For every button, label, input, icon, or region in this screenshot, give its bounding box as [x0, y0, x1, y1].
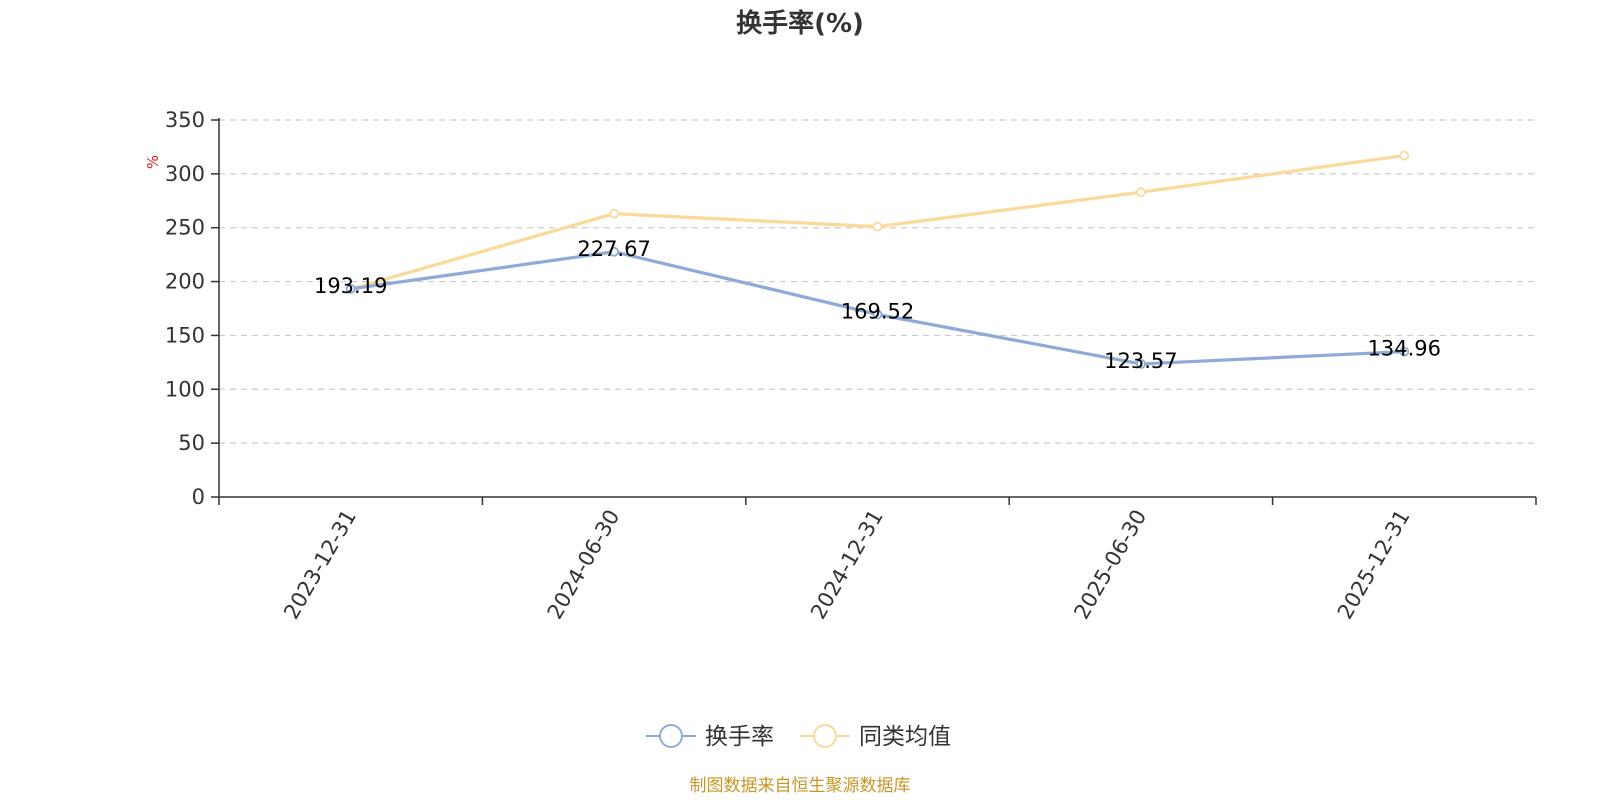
source-note: 制图数据来自恒生聚源数据库	[690, 776, 911, 796]
x-tick-label: 2025-12-31	[1333, 506, 1415, 624]
chart-title: 换手率(%)	[736, 8, 864, 39]
legend-label: 换手率	[705, 724, 774, 750]
legend-label: 同类均值	[859, 724, 951, 750]
data-label: 123.57	[1104, 349, 1177, 373]
x-tick-label: 2024-06-30	[543, 506, 625, 624]
y-tick-label: 50	[178, 431, 205, 455]
data-label: 227.67	[577, 237, 650, 261]
data-point	[1136, 358, 1146, 369]
data-point	[872, 221, 883, 232]
x-tick-label: 2024-12-31	[806, 506, 888, 624]
y-tick-label: 100	[165, 377, 205, 401]
data-point	[609, 246, 619, 257]
series-lines	[345, 150, 1410, 369]
data-labels: 193.19 227.67 169.52 123.57 134.96	[314, 237, 1441, 373]
data-point	[345, 284, 356, 294]
y-axis-ticks: 0 50 100 150 200 250 300 350	[165, 108, 219, 509]
data-point	[609, 208, 619, 219]
data-point	[1399, 150, 1410, 161]
y-tick-label: 300	[165, 162, 205, 186]
legend-item[interactable]: 换手率	[646, 724, 774, 750]
data-point	[872, 309, 883, 320]
legend-marker-icon	[659, 724, 683, 748]
axes	[218, 118, 1536, 498]
legend-marker-icon	[813, 724, 837, 748]
y-axis-unit-label: %	[144, 155, 162, 169]
y-tick-label: 150	[165, 323, 205, 347]
x-tick-label: 2023-12-31	[279, 506, 361, 624]
gridlines	[219, 119, 1536, 444]
y-tick-label: 350	[165, 108, 205, 132]
x-axis-ticks: 2023-12-31 2024-06-30 2024-12-31 2025-06-30…	[218, 497, 1537, 624]
data-label: 134.96	[1368, 337, 1441, 361]
data-label: 169.52	[841, 299, 914, 323]
legend[interactable]: 换手率 同类均值	[646, 724, 951, 750]
data-point	[1399, 346, 1410, 357]
legend-item[interactable]: 同类均值	[800, 724, 951, 750]
y-tick-label: 250	[165, 216, 205, 240]
y-tick-label: 0	[192, 485, 205, 509]
data-label: 193.19	[314, 274, 387, 298]
data-point	[1136, 187, 1146, 198]
y-tick-label: 200	[165, 270, 205, 294]
x-tick-label: 2025-06-30	[1069, 506, 1151, 624]
